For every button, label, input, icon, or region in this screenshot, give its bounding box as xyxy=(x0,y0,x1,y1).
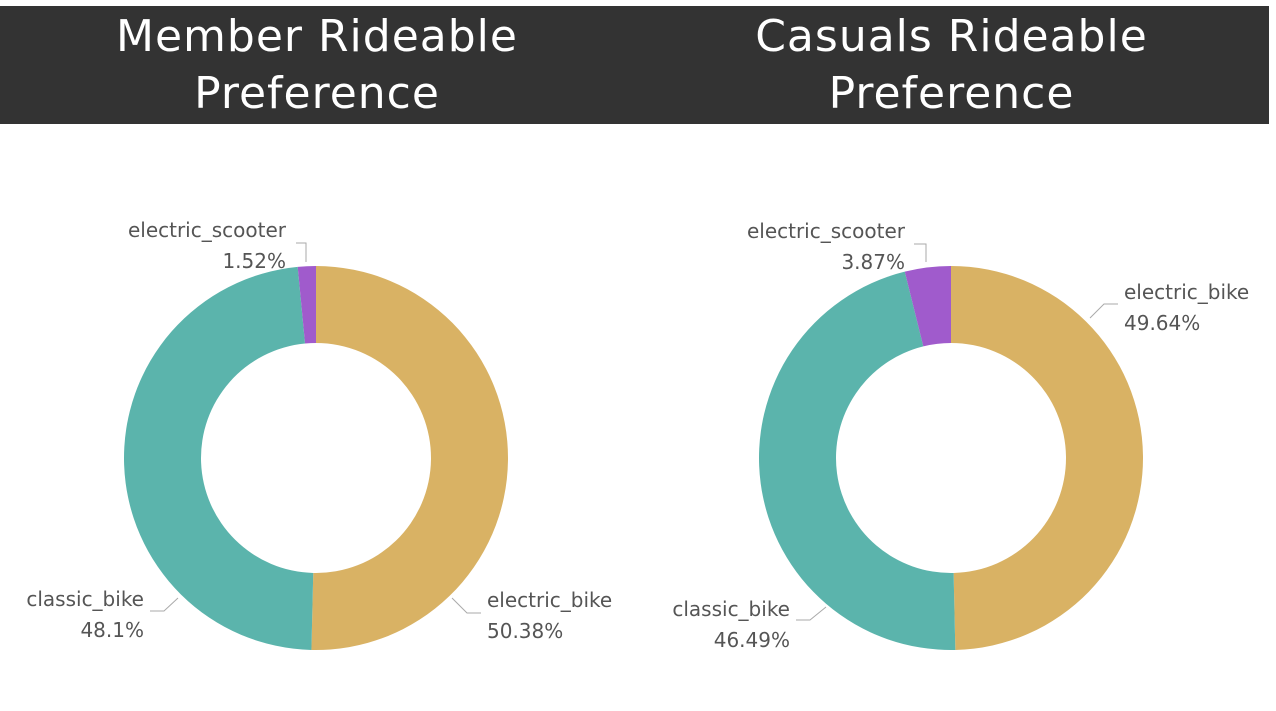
casuals-slice-electric-scooter[interactable] xyxy=(904,266,951,347)
casuals-label-electric-scooter: electric_scooter xyxy=(747,219,906,243)
casuals-leader-line-classic-bike xyxy=(796,606,827,621)
member-slice-electric-bike[interactable] xyxy=(311,265,509,650)
casuals-value-electric-bike: 49.64% xyxy=(1124,311,1200,335)
member-leader-line-classic-bike xyxy=(150,597,179,612)
casuals-slice-classic-bike[interactable] xyxy=(759,271,956,650)
member-slice-electric-scooter[interactable] xyxy=(297,266,316,344)
member-leader-line-electric-bike xyxy=(451,597,481,614)
casuals-label-electric-bike: electric_bike xyxy=(1124,280,1249,304)
header-bar xyxy=(0,6,1269,124)
casuals-slice-electric-bike[interactable] xyxy=(951,266,1144,650)
casuals-value-electric-scooter: 3.87% xyxy=(841,250,905,274)
member-value-electric-scooter: 1.52% xyxy=(222,249,286,273)
casuals-leader-line-electric-bike xyxy=(1089,303,1118,319)
casuals-leader-line-electric-scooter xyxy=(914,243,927,262)
member-value-electric-bike: 50.38% xyxy=(487,619,563,643)
casuals-label-classic-bike: classic_bike xyxy=(672,597,790,621)
member-leader-line-electric-scooter xyxy=(296,242,307,262)
member-label-electric-bike: electric_bike xyxy=(487,588,612,612)
casuals-value-classic-bike: 46.49% xyxy=(714,628,790,652)
member-slice-classic-bike[interactable] xyxy=(124,266,314,650)
member-value-classic-bike: 48.1% xyxy=(80,618,144,642)
casuals-chart-title: Casuals Rideable Preference xyxy=(755,11,1148,119)
member-label-electric-scooter: electric_scooter xyxy=(128,218,287,242)
member-label-classic-bike: classic_bike xyxy=(26,587,144,611)
member-chart-title: Member Rideable Preference xyxy=(116,11,518,119)
